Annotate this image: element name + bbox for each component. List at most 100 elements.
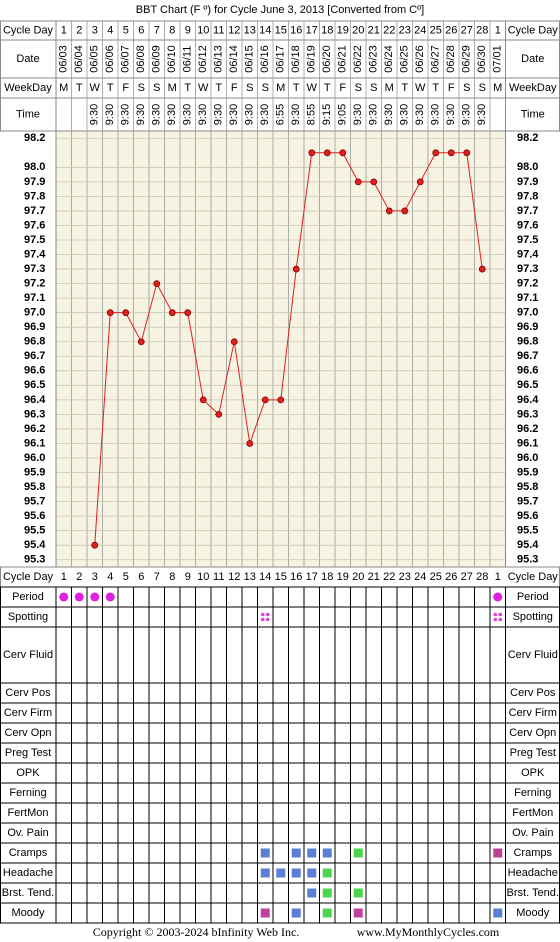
y-tick-label: 97.3 [517, 263, 538, 275]
temp-point [184, 309, 192, 317]
time: 9:30 [244, 104, 256, 125]
y-tick-label: 97.7 [517, 205, 538, 217]
date: 06/11 [182, 46, 194, 73]
symptom-label: Headache [508, 867, 558, 879]
symptom-label: Cerv Firm [509, 707, 557, 719]
temp-area [55, 130, 506, 568]
date: 06/29 [461, 45, 473, 73]
symptom-marker [291, 908, 301, 918]
cycle-day: 3 [92, 24, 98, 36]
y-tick-label: 97.4 [517, 248, 539, 260]
y-tick-label: 95.7 [517, 496, 538, 508]
time: 9:30 [414, 104, 426, 125]
time: 9:30 [104, 104, 116, 125]
temp-point [432, 149, 440, 157]
copyright: Copyright © 2003-2024 bInfinity Web Inc. [93, 925, 300, 939]
cycle-day: 13 [244, 24, 256, 36]
symptom-label: Ferning [514, 787, 551, 799]
cycle-day: 20 [352, 571, 364, 583]
cycle-day: 23 [399, 571, 411, 583]
temp-line [94, 152, 483, 546]
date: 06/23 [368, 45, 380, 73]
y-tick-label: 96.0 [517, 452, 538, 464]
cycle-day: 7 [154, 24, 160, 36]
weekday: W [90, 82, 101, 94]
site-url: www.MyMonthlyCycles.com [357, 925, 500, 939]
cycle-day: 21 [368, 24, 380, 36]
symptom-marker [353, 848, 363, 858]
cycle-day: 2 [76, 571, 82, 583]
temp-point [137, 338, 145, 346]
symptom-marker [260, 868, 270, 878]
cycle-day: 7 [154, 571, 160, 583]
weekday: T [215, 82, 222, 94]
header-bg [0, 20, 560, 132]
row-label: WeekDay [4, 82, 52, 94]
symptom-label: Cramps [9, 847, 48, 859]
cycle-day: 22 [383, 24, 395, 36]
weekday: S [370, 82, 377, 94]
weekday: M [59, 82, 68, 94]
cycle-day: 12 [228, 571, 240, 583]
date: 06/19 [306, 45, 318, 73]
y-tick-label: 97.8 [517, 190, 538, 202]
time: 9:30 [368, 104, 380, 125]
cycle-day: 20 [352, 24, 364, 36]
cycle-day: 19 [337, 571, 349, 583]
date: 06/04 [73, 45, 85, 73]
row-label: Time [16, 108, 40, 120]
y-tick-label: 97.1 [24, 292, 45, 304]
symptom-label: OPK [521, 767, 545, 779]
symptom-marker [493, 617, 498, 622]
weekday: M [168, 82, 177, 94]
time: 9:30 [399, 104, 411, 125]
cycle-day: 1 [61, 571, 67, 583]
chart-title: BBT Chart (F º) for Cycle June 3, 2013 [… [136, 4, 424, 16]
y-tick-label: 97.2 [24, 278, 45, 290]
weekday: W [198, 82, 209, 94]
symptom-marker [322, 868, 332, 878]
symptom-marker [498, 612, 503, 617]
cycle-day: 26 [445, 571, 457, 583]
row-label: WeekDay [509, 82, 557, 94]
cycle-day: 19 [337, 24, 349, 36]
weekday: S [246, 82, 253, 94]
time: 9:30 [461, 104, 473, 125]
temp-point [199, 396, 207, 404]
weekday: T [76, 82, 83, 94]
symptom-marker [276, 868, 286, 878]
cycle-day: 16 [290, 571, 302, 583]
temp-point [292, 265, 300, 273]
symptom-label: Spotting [513, 611, 553, 623]
temp-point [401, 207, 409, 215]
time: 9:30 [430, 104, 442, 125]
symptom-marker [493, 908, 503, 918]
cycle-day: 24 [414, 24, 426, 36]
cycle-day: 27 [461, 571, 473, 583]
symptom-label: Cramps [513, 847, 552, 859]
symptom-marker [105, 592, 115, 602]
date: 06/18 [290, 45, 302, 73]
date: 06/05 [89, 45, 101, 73]
time: 9:30 [228, 104, 240, 125]
y-tick-label: 97.0 [517, 307, 538, 319]
y-tick-label: 95.5 [24, 525, 45, 537]
cycle-day: 25 [430, 571, 442, 583]
cycle-day: 15 [275, 571, 287, 583]
y-tick-label: 96.6 [24, 365, 45, 377]
time: 9:30 [383, 104, 395, 125]
date: 06/08 [135, 45, 147, 73]
y-tick-label: 96.3 [24, 408, 45, 420]
weekday: W [307, 82, 318, 94]
weekday: S [262, 82, 269, 94]
symptom-label: Ov. Pain [512, 827, 553, 839]
y-tick-label: 95.6 [517, 510, 538, 522]
date: 06/25 [399, 45, 411, 73]
symptom-marker [493, 848, 503, 858]
time: 9:30 [197, 104, 209, 125]
symptom-marker [307, 888, 317, 898]
temp-point [261, 396, 269, 404]
cycle-day: 6 [138, 571, 144, 583]
symptom-marker [74, 592, 84, 602]
